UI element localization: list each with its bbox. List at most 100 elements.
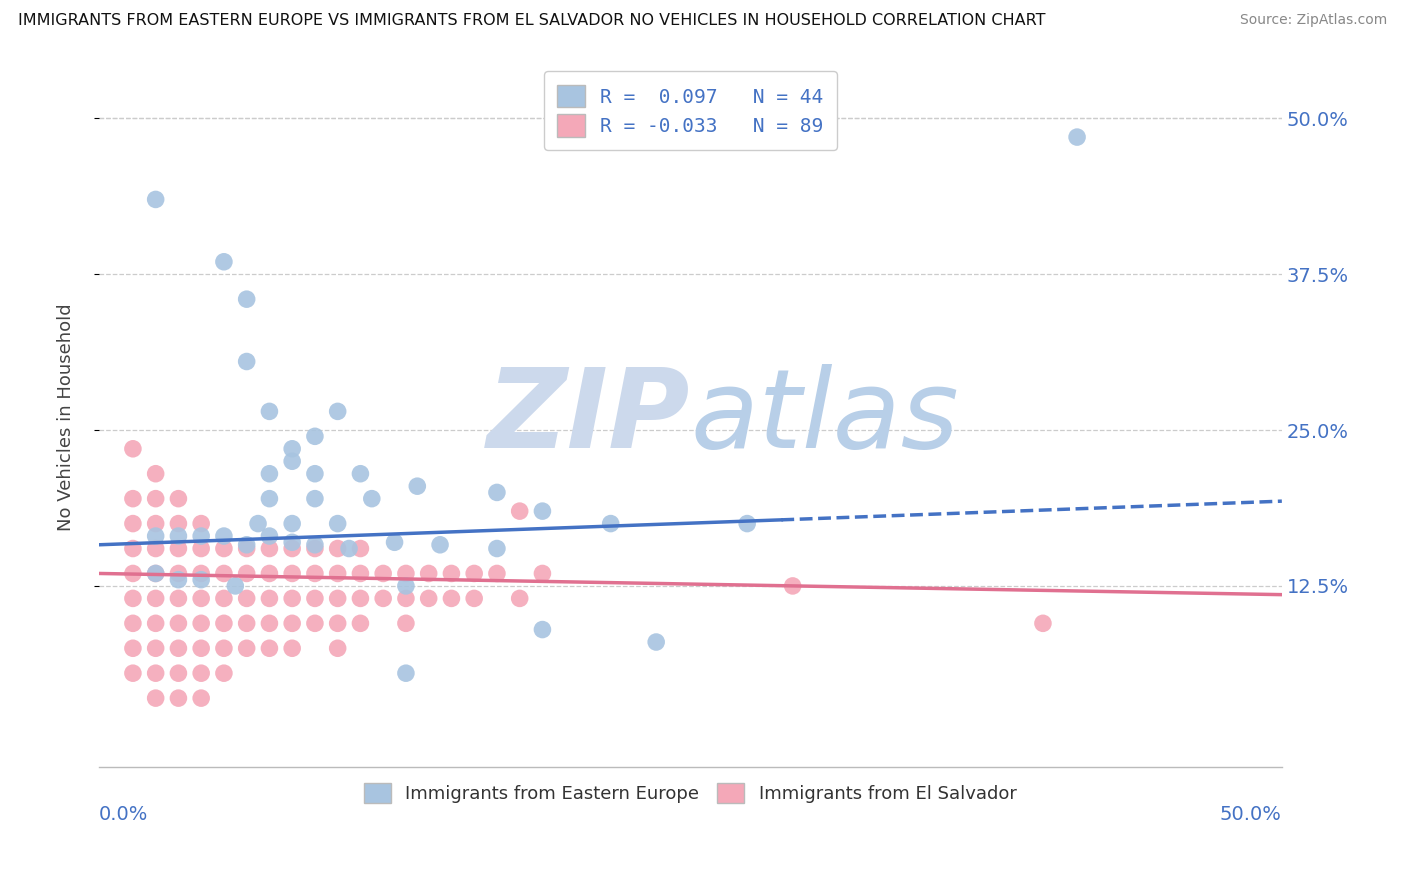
Point bbox=[212, 591, 235, 606]
Point bbox=[373, 566, 395, 581]
Point bbox=[304, 566, 326, 581]
Point bbox=[259, 404, 281, 418]
Point bbox=[145, 566, 167, 581]
Point bbox=[281, 641, 304, 656]
Point bbox=[281, 516, 304, 531]
Point bbox=[167, 691, 190, 706]
Point bbox=[395, 579, 418, 593]
Point bbox=[326, 641, 349, 656]
Point bbox=[235, 566, 257, 581]
Point bbox=[463, 591, 485, 606]
Point bbox=[395, 666, 418, 681]
Point bbox=[326, 591, 349, 606]
Point bbox=[349, 541, 371, 556]
Point bbox=[440, 566, 463, 581]
Point bbox=[235, 541, 257, 556]
Point bbox=[190, 566, 212, 581]
Point bbox=[167, 529, 190, 543]
Point bbox=[485, 541, 508, 556]
Point bbox=[531, 566, 554, 581]
Point bbox=[235, 292, 257, 306]
Text: 0.0%: 0.0% bbox=[98, 805, 148, 824]
Point bbox=[259, 641, 281, 656]
Point bbox=[122, 641, 145, 656]
Point bbox=[212, 541, 235, 556]
Point bbox=[418, 566, 440, 581]
Point bbox=[235, 616, 257, 631]
Point bbox=[167, 591, 190, 606]
Y-axis label: No Vehicles in Household: No Vehicles in Household bbox=[58, 304, 75, 532]
Point bbox=[485, 566, 508, 581]
Point bbox=[485, 485, 508, 500]
Point bbox=[395, 591, 418, 606]
Point bbox=[145, 516, 167, 531]
Point bbox=[122, 442, 145, 456]
Point bbox=[281, 616, 304, 631]
Point bbox=[509, 504, 531, 518]
Point bbox=[326, 541, 349, 556]
Point bbox=[531, 504, 554, 518]
Point bbox=[304, 538, 326, 552]
Point bbox=[349, 467, 371, 481]
Point bbox=[235, 354, 257, 368]
Text: 50.0%: 50.0% bbox=[1220, 805, 1282, 824]
Point bbox=[190, 666, 212, 681]
Point bbox=[145, 529, 167, 543]
Point bbox=[145, 467, 167, 481]
Point bbox=[418, 591, 440, 606]
Point bbox=[373, 591, 395, 606]
Point bbox=[281, 442, 304, 456]
Point bbox=[395, 566, 418, 581]
Point bbox=[406, 479, 429, 493]
Point bbox=[259, 591, 281, 606]
Text: atlas: atlas bbox=[690, 364, 959, 471]
Point bbox=[259, 566, 281, 581]
Point bbox=[326, 616, 349, 631]
Point bbox=[190, 573, 212, 587]
Point bbox=[212, 666, 235, 681]
Point bbox=[259, 491, 281, 506]
Text: IMMIGRANTS FROM EASTERN EUROPE VS IMMIGRANTS FROM EL SALVADOR NO VEHICLES IN HOU: IMMIGRANTS FROM EASTERN EUROPE VS IMMIGR… bbox=[18, 13, 1046, 29]
Point bbox=[145, 641, 167, 656]
Point bbox=[645, 635, 668, 649]
Point bbox=[235, 538, 257, 552]
Point bbox=[304, 541, 326, 556]
Point bbox=[190, 591, 212, 606]
Point bbox=[167, 541, 190, 556]
Point bbox=[429, 538, 451, 552]
Point bbox=[1066, 130, 1088, 145]
Point bbox=[281, 541, 304, 556]
Point bbox=[145, 491, 167, 506]
Point bbox=[190, 541, 212, 556]
Point bbox=[235, 641, 257, 656]
Point bbox=[212, 566, 235, 581]
Point bbox=[167, 666, 190, 681]
Legend: Immigrants from Eastern Europe, Immigrants from El Salvador: Immigrants from Eastern Europe, Immigran… bbox=[357, 776, 1024, 810]
Point bbox=[145, 666, 167, 681]
Point bbox=[145, 616, 167, 631]
Point bbox=[167, 573, 190, 587]
Point bbox=[304, 429, 326, 443]
Point bbox=[212, 254, 235, 268]
Point bbox=[281, 566, 304, 581]
Point bbox=[167, 616, 190, 631]
Point bbox=[509, 591, 531, 606]
Text: Source: ZipAtlas.com: Source: ZipAtlas.com bbox=[1240, 13, 1388, 28]
Point bbox=[122, 666, 145, 681]
Point bbox=[349, 566, 371, 581]
Point bbox=[212, 529, 235, 543]
Text: ZIP: ZIP bbox=[486, 364, 690, 471]
Point bbox=[145, 566, 167, 581]
Point bbox=[190, 691, 212, 706]
Point bbox=[281, 535, 304, 549]
Point bbox=[259, 467, 281, 481]
Point bbox=[224, 579, 246, 593]
Point bbox=[304, 591, 326, 606]
Point bbox=[360, 491, 382, 506]
Point bbox=[337, 541, 360, 556]
Point bbox=[326, 404, 349, 418]
Point bbox=[1032, 616, 1054, 631]
Point bbox=[735, 516, 758, 531]
Point bbox=[235, 591, 257, 606]
Point bbox=[281, 454, 304, 468]
